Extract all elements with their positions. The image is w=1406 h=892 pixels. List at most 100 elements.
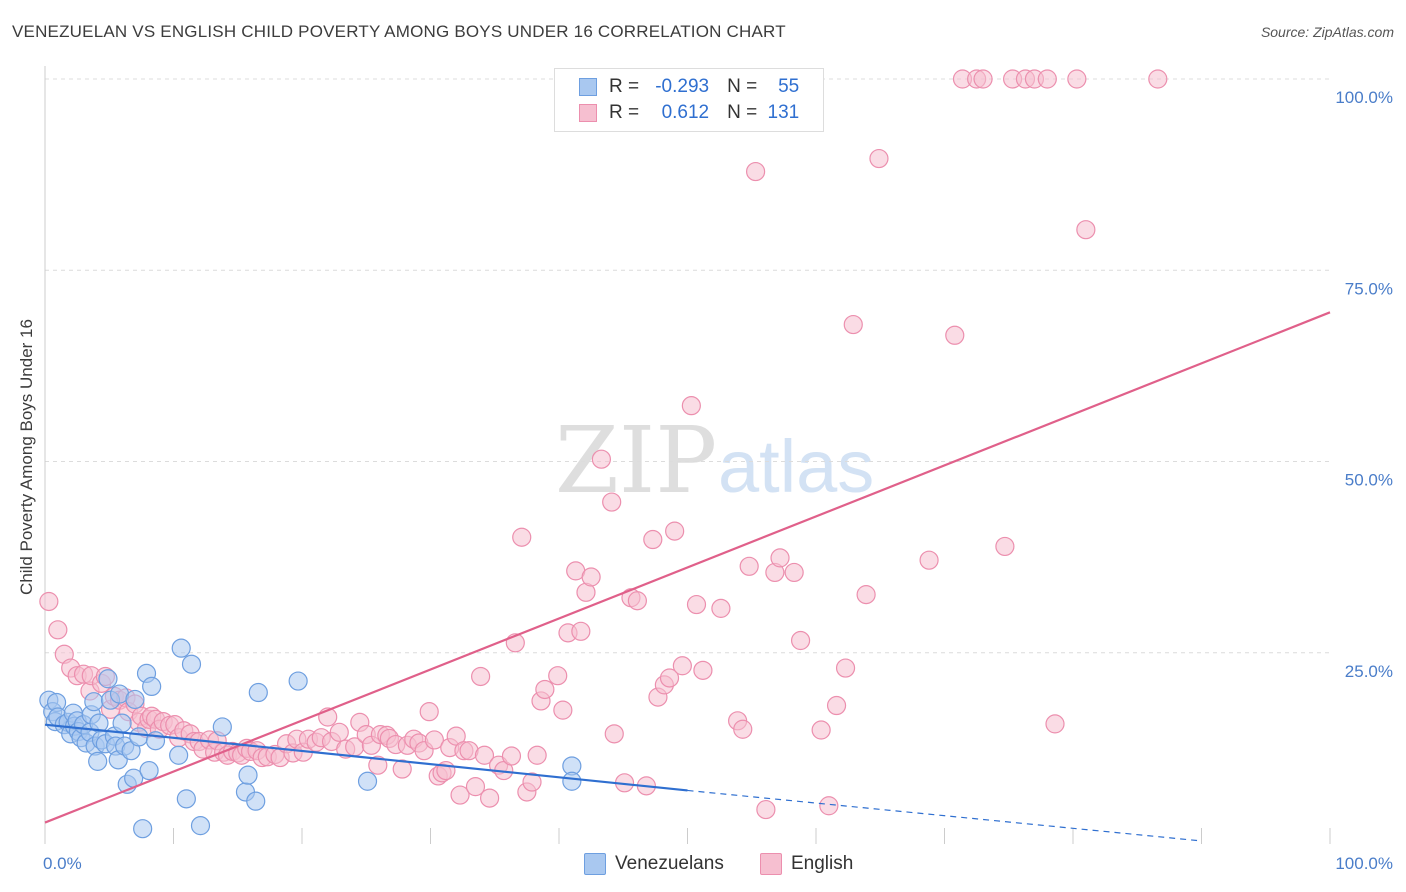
english-trend-line: [44, 311, 1331, 824]
english-point-110: [643, 529, 663, 550]
english-point-96: [548, 666, 568, 686]
legend-item-venezuelans[interactable]: Venezuelans: [584, 853, 724, 875]
venezuelans-point-50: [248, 682, 268, 703]
r-label: R =: [609, 102, 640, 123]
legend: Venezuelans English: [0, 851, 1406, 879]
venezuelans-trend-line: [44, 723, 688, 792]
english-point-82: [465, 777, 486, 797]
english-point-105: [604, 724, 624, 744]
english-point-83: [471, 666, 491, 687]
english-point-114: [665, 521, 685, 541]
y-tick-label-0: 25.0%: [1345, 662, 1393, 681]
n-value: 131: [767, 102, 800, 123]
venezuelans-point-48: [238, 765, 258, 785]
venezuelans-point-49: [246, 791, 266, 811]
english-point-137: [919, 550, 939, 570]
legend-label-english: English: [791, 853, 854, 874]
english-point-104: [602, 492, 622, 512]
english-point-134: [843, 314, 863, 335]
n-label: N =: [727, 76, 758, 97]
y-tick-label-3: 100.0%: [1335, 88, 1393, 107]
tick-labels: 25.0% 50.0% 75.0% 100.0% 0.0% 100.0%: [43, 88, 1393, 873]
venezuelans-point-17: [84, 692, 104, 712]
venezuelans-point-52: [357, 771, 378, 791]
english-point-121: [733, 719, 753, 739]
english-point-73: [424, 730, 444, 750]
venezuelans-points: [39, 638, 582, 839]
stats-box: R = -0.293 N = 55 R = 0.612 N = 131: [554, 68, 824, 132]
english-point-116: [681, 396, 701, 416]
english-point-122: [739, 556, 759, 576]
english-point-128: [784, 562, 804, 583]
venezuelans-point-36: [133, 819, 153, 839]
english-point-90: [512, 527, 532, 547]
legend-label-venezuelans: Venezuelans: [615, 853, 724, 874]
english-point-142: [995, 536, 1015, 557]
english-point-62: [368, 755, 388, 775]
venezuelans-point-54: [562, 771, 582, 791]
x-tick-label-0: 0.0%: [43, 854, 82, 873]
source-label: Source: ZipAtlas.com: [1260, 24, 1394, 40]
venezuelans-point-38: [139, 760, 159, 781]
english-point-127: [770, 548, 790, 568]
english-swatch: [579, 104, 597, 122]
english-points: [39, 69, 1168, 820]
venezuelans-point-35: [129, 727, 149, 747]
venezuelans-point-29: [112, 713, 132, 733]
english-point-125: [756, 799, 776, 820]
english-point-123: [746, 161, 766, 182]
venezuelans-point-45: [190, 816, 211, 836]
english-point-141: [973, 69, 993, 89]
english-point-118: [693, 660, 713, 680]
english-point-85: [480, 788, 500, 808]
venezuelans-point-51: [288, 671, 308, 691]
english-point-88: [501, 746, 522, 766]
legend-item-english[interactable]: English: [760, 853, 853, 875]
english-legend-swatch: [760, 853, 782, 875]
n-value: 55: [778, 76, 800, 97]
english-point-100: [571, 621, 591, 641]
venezuelans-point-34: [125, 689, 145, 710]
stats-row-english: R = 0.612 N = 131: [579, 101, 799, 125]
x-tick-label-1: 100.0%: [1335, 854, 1393, 873]
english-point-95: [535, 679, 555, 700]
r-value: 0.612: [661, 102, 710, 123]
english-point-131: [819, 796, 839, 816]
english-point-67: [392, 759, 412, 779]
y-tick-label-1: 50.0%: [1345, 471, 1393, 490]
english-point-93: [527, 745, 547, 765]
venezuelans-point-19: [88, 751, 108, 771]
r-value: -0.293: [655, 76, 710, 97]
venezuelans-point-41: [169, 745, 189, 765]
english-point-79: [450, 785, 470, 805]
english-point-119: [711, 598, 731, 618]
watermark-atlas: atlas: [718, 425, 874, 508]
english-point-147: [1045, 714, 1065, 734]
english-point-108: [627, 591, 647, 611]
english-point-115: [672, 656, 692, 676]
english-point-148: [1067, 69, 1087, 89]
english-point-130: [811, 720, 831, 740]
venezuelans-point-39: [142, 676, 162, 697]
venezuelans-point-46: [212, 717, 232, 737]
n-label: N =: [727, 102, 758, 123]
english-point-149: [1076, 220, 1096, 240]
english-point-117: [686, 594, 707, 615]
english-point-146: [1037, 69, 1057, 89]
english-point-72: [419, 702, 439, 722]
venezuelans-point-43: [176, 789, 196, 809]
english-point-97: [553, 700, 573, 720]
watermark-zip: ZIP: [555, 407, 717, 514]
venezuelans-point-44: [181, 654, 202, 674]
english-point-113: [659, 668, 680, 688]
english-point-138: [945, 325, 965, 345]
english-point-129: [790, 630, 811, 651]
chart-title: VENEZUELAN VS ENGLISH CHILD POVERTY AMON…: [12, 22, 786, 41]
english-point-56: [329, 722, 349, 742]
english-point-136: [869, 148, 889, 169]
english-point-133: [835, 658, 856, 678]
r-label: R =: [609, 76, 640, 97]
english-point-84: [474, 745, 495, 765]
y-tick-label-2: 75.0%: [1345, 279, 1393, 298]
